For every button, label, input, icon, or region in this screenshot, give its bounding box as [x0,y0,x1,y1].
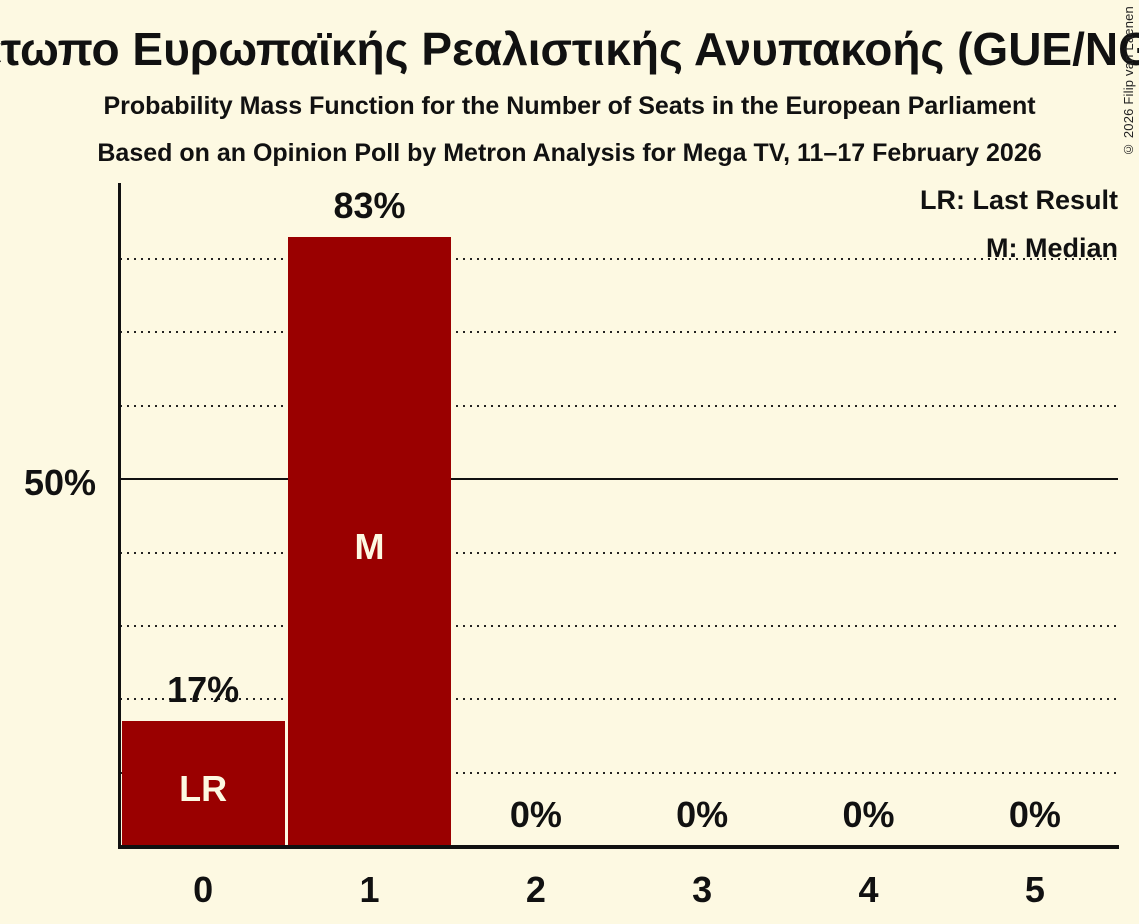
x-tick-label-4: 4 [858,869,879,910]
bar-value-label-5: 0% [1008,794,1061,835]
gridline-dotted-80pct [120,258,1118,260]
x-tick-label-5: 5 [1024,869,1045,910]
bar-value-label-3: 0% [676,794,729,835]
gridline-dotted-70pct [120,331,1118,333]
bar-value-label-0: 17% [167,669,240,711]
gridline-dotted-30pct [120,625,1118,627]
legend-last-result: LR: Last Result [919,185,1118,215]
gridline-dotted-10pct [120,772,1118,774]
bar-value-label-4: 0% [842,794,895,835]
gridline-solid-50pct [120,478,1118,480]
bar-annotation-m: M [354,525,385,567]
chart-subtitle-pmf: Probability Mass Function for the Number… [103,92,1036,120]
x-tick-label-3: 3 [692,869,713,910]
bar-value-label-2: 0% [509,794,562,835]
gridline-dotted-40pct [120,552,1118,554]
x-tick-label-0: 0 [193,869,214,910]
gridline-dotted-60pct [120,405,1118,407]
gridline-dotted-20pct [120,698,1118,700]
bar-seats-1 [287,237,452,846]
bar-annotation-lr: LR [179,767,228,809]
y-axis-tick-label-50: 50% [23,462,96,503]
x-axis [118,845,1119,849]
x-tick-label-1: 1 [359,869,380,910]
x-tick-label-2: 2 [525,869,546,910]
bar-seats-0 [121,721,285,846]
legend-median: M: Median [986,233,1118,263]
chart-subtitle-poll-source: Based on an Opinion Poll by Metron Analy… [97,139,1042,167]
bar-value-label-1: 83% [333,185,406,227]
y-axis [118,183,121,849]
copyright-note: © 2026 Filip van Laenen [1121,6,1136,158]
chart-title: Μέτωπο Ευρωπαϊκής Ρεαλιστικής Ανυπακοής … [0,23,1139,75]
